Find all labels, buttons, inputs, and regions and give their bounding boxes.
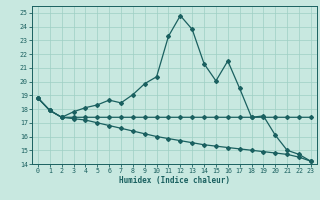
X-axis label: Humidex (Indice chaleur): Humidex (Indice chaleur) — [119, 176, 230, 185]
